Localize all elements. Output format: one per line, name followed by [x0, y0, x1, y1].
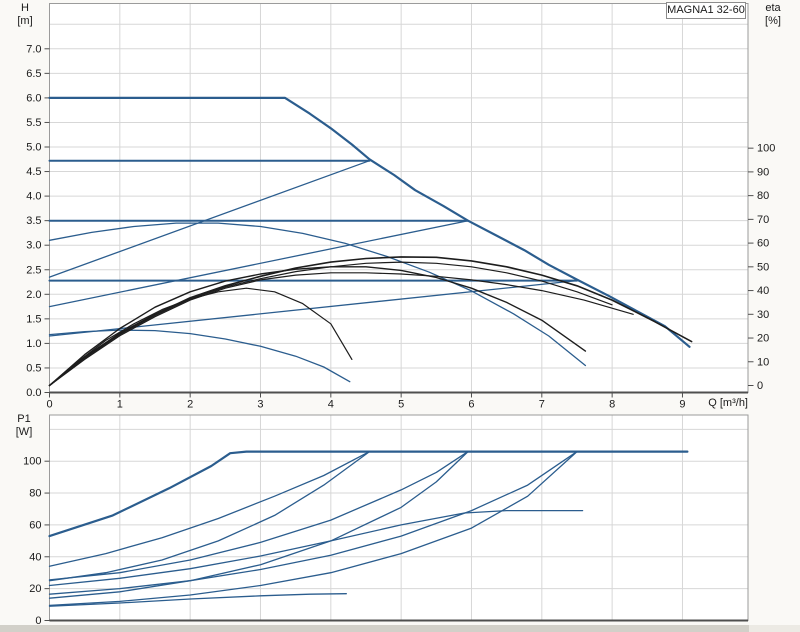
eta-tick-label: 20 [757, 333, 769, 345]
h-tick-label: 5.5 [26, 117, 41, 129]
prop-pressure-3.5 [48, 220, 469, 308]
h-tick-label: 4.5 [26, 166, 41, 178]
eta-tick-label: 90 [757, 166, 769, 178]
p-tick-label: 60 [29, 519, 41, 531]
p1-const-3.5 [48, 450, 469, 581]
efficiency-min [48, 287, 353, 387]
eta-axis-label: eta [%] [756, 2, 790, 28]
eta-tick-label: 80 [757, 190, 769, 202]
power-axis-label: P1 [W] [7, 413, 41, 439]
h-tick-label: 2.5 [26, 264, 41, 276]
eta-tick-label: 40 [757, 285, 769, 297]
p1-prop-2.3 [48, 450, 578, 607]
eta-tick-label: 10 [757, 356, 769, 368]
eta-axis-unit: [%] [765, 15, 781, 27]
q-tick-label: 4 [328, 399, 334, 411]
eta-tick-label: 30 [757, 309, 769, 321]
h-tick-label: 3.5 [26, 215, 41, 227]
efficiency-max [48, 256, 693, 387]
p-tick-label: 80 [29, 488, 41, 500]
power-axis-unit: [W] [15, 426, 33, 438]
eta-tick-label: 0 [757, 380, 763, 392]
q-tick-label: 7 [539, 399, 545, 411]
max-speed-curve [48, 96, 691, 348]
efficiency-4 [48, 261, 613, 387]
p-tick-label: 40 [29, 551, 41, 563]
q-tick-label: 6 [468, 399, 474, 411]
p-tick-label: 20 [29, 583, 41, 595]
efficiency-2 [48, 266, 587, 387]
head-axis-symbol: H [21, 2, 29, 14]
q-tick-label: 2 [187, 399, 193, 411]
q-tick-label: 9 [679, 399, 685, 411]
h-tick-label: 0.5 [26, 362, 41, 374]
p1-prop-4.7 [48, 450, 371, 582]
h-tick-label: 7.0 [26, 43, 41, 55]
mid-speed-curve [48, 222, 587, 367]
bottom-border-strip [0, 625, 749, 632]
h-tick-label: 4.0 [26, 191, 41, 203]
q-tick-label: 5 [398, 399, 404, 411]
p-tick-label: 100 [23, 456, 41, 468]
q-tick-label: 1 [117, 399, 123, 411]
h-tick-label: 2.0 [26, 289, 41, 301]
h-tick-label: 6.0 [26, 92, 41, 104]
flow-axis-label: Q [m³/h] [708, 397, 748, 409]
eta-axis-symbol: eta [765, 2, 781, 14]
p1-min-speed [48, 593, 347, 607]
p1-const-2.3 [48, 450, 578, 595]
eta-tick-label: 50 [757, 261, 769, 273]
q-tick-label: 8 [609, 399, 615, 411]
h-tick-label: 6.5 [26, 68, 41, 80]
prop-pressure-4.7 [48, 160, 371, 278]
pump-model-label: MAGNA1 32-60 [666, 2, 746, 19]
efficiency-3 [48, 272, 634, 387]
eta-tick-label: 60 [757, 238, 769, 250]
min-speed-curve [48, 329, 351, 383]
p1-max-speed [48, 450, 689, 538]
eta-tick-label: 100 [757, 143, 775, 155]
q-tick-label: 0 [46, 399, 52, 411]
p1-prop-3.5 [48, 450, 469, 599]
h-tick-label: 0.0 [26, 387, 41, 399]
q-tick-label: 3 [257, 399, 263, 411]
power-chart-background [49, 415, 748, 621]
p-tick-label: 0 [35, 615, 41, 627]
p1-mid-speed [48, 509, 584, 587]
bottom-border-corner [749, 625, 800, 632]
eta-tick-label: 70 [757, 214, 769, 226]
h-tick-label: 1.5 [26, 313, 41, 325]
h-tick-label: 1.0 [26, 338, 41, 350]
h-tick-label: 3.0 [26, 240, 41, 252]
power-axis-symbol: P1 [17, 413, 31, 425]
performance-chart-background [49, 3, 748, 393]
h-tick-label: 5.0 [26, 142, 41, 154]
head-axis-label: H [m] [8, 2, 42, 28]
head-axis-unit: [m] [17, 15, 33, 27]
p1-const-4.7 [48, 450, 371, 567]
